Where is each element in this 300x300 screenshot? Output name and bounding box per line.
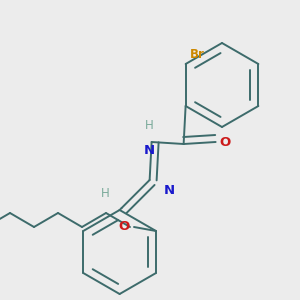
Text: O: O [119,220,130,233]
Text: N: N [144,144,155,157]
Text: H: H [145,119,154,132]
Text: O: O [220,136,231,148]
Text: N: N [164,184,175,197]
Text: H: H [101,187,110,200]
Text: Br: Br [190,48,205,61]
